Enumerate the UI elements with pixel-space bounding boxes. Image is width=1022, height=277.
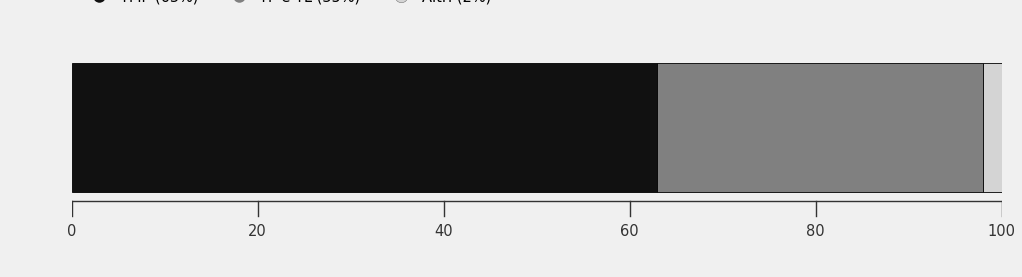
Text: 0: 0: [66, 224, 77, 239]
Bar: [657, 63, 983, 192]
Legend: TMP (63%), TP e TL (35%), Altri (2%): TMP (63%), TP e TL (35%), Altri (2%): [79, 0, 497, 10]
Bar: [983, 63, 1002, 192]
Text: 40: 40: [434, 224, 453, 239]
Text: 100: 100: [987, 224, 1016, 239]
Text: 20: 20: [248, 224, 267, 239]
Text: 60: 60: [620, 224, 639, 239]
Text: 80: 80: [806, 224, 825, 239]
Bar: [72, 63, 657, 192]
